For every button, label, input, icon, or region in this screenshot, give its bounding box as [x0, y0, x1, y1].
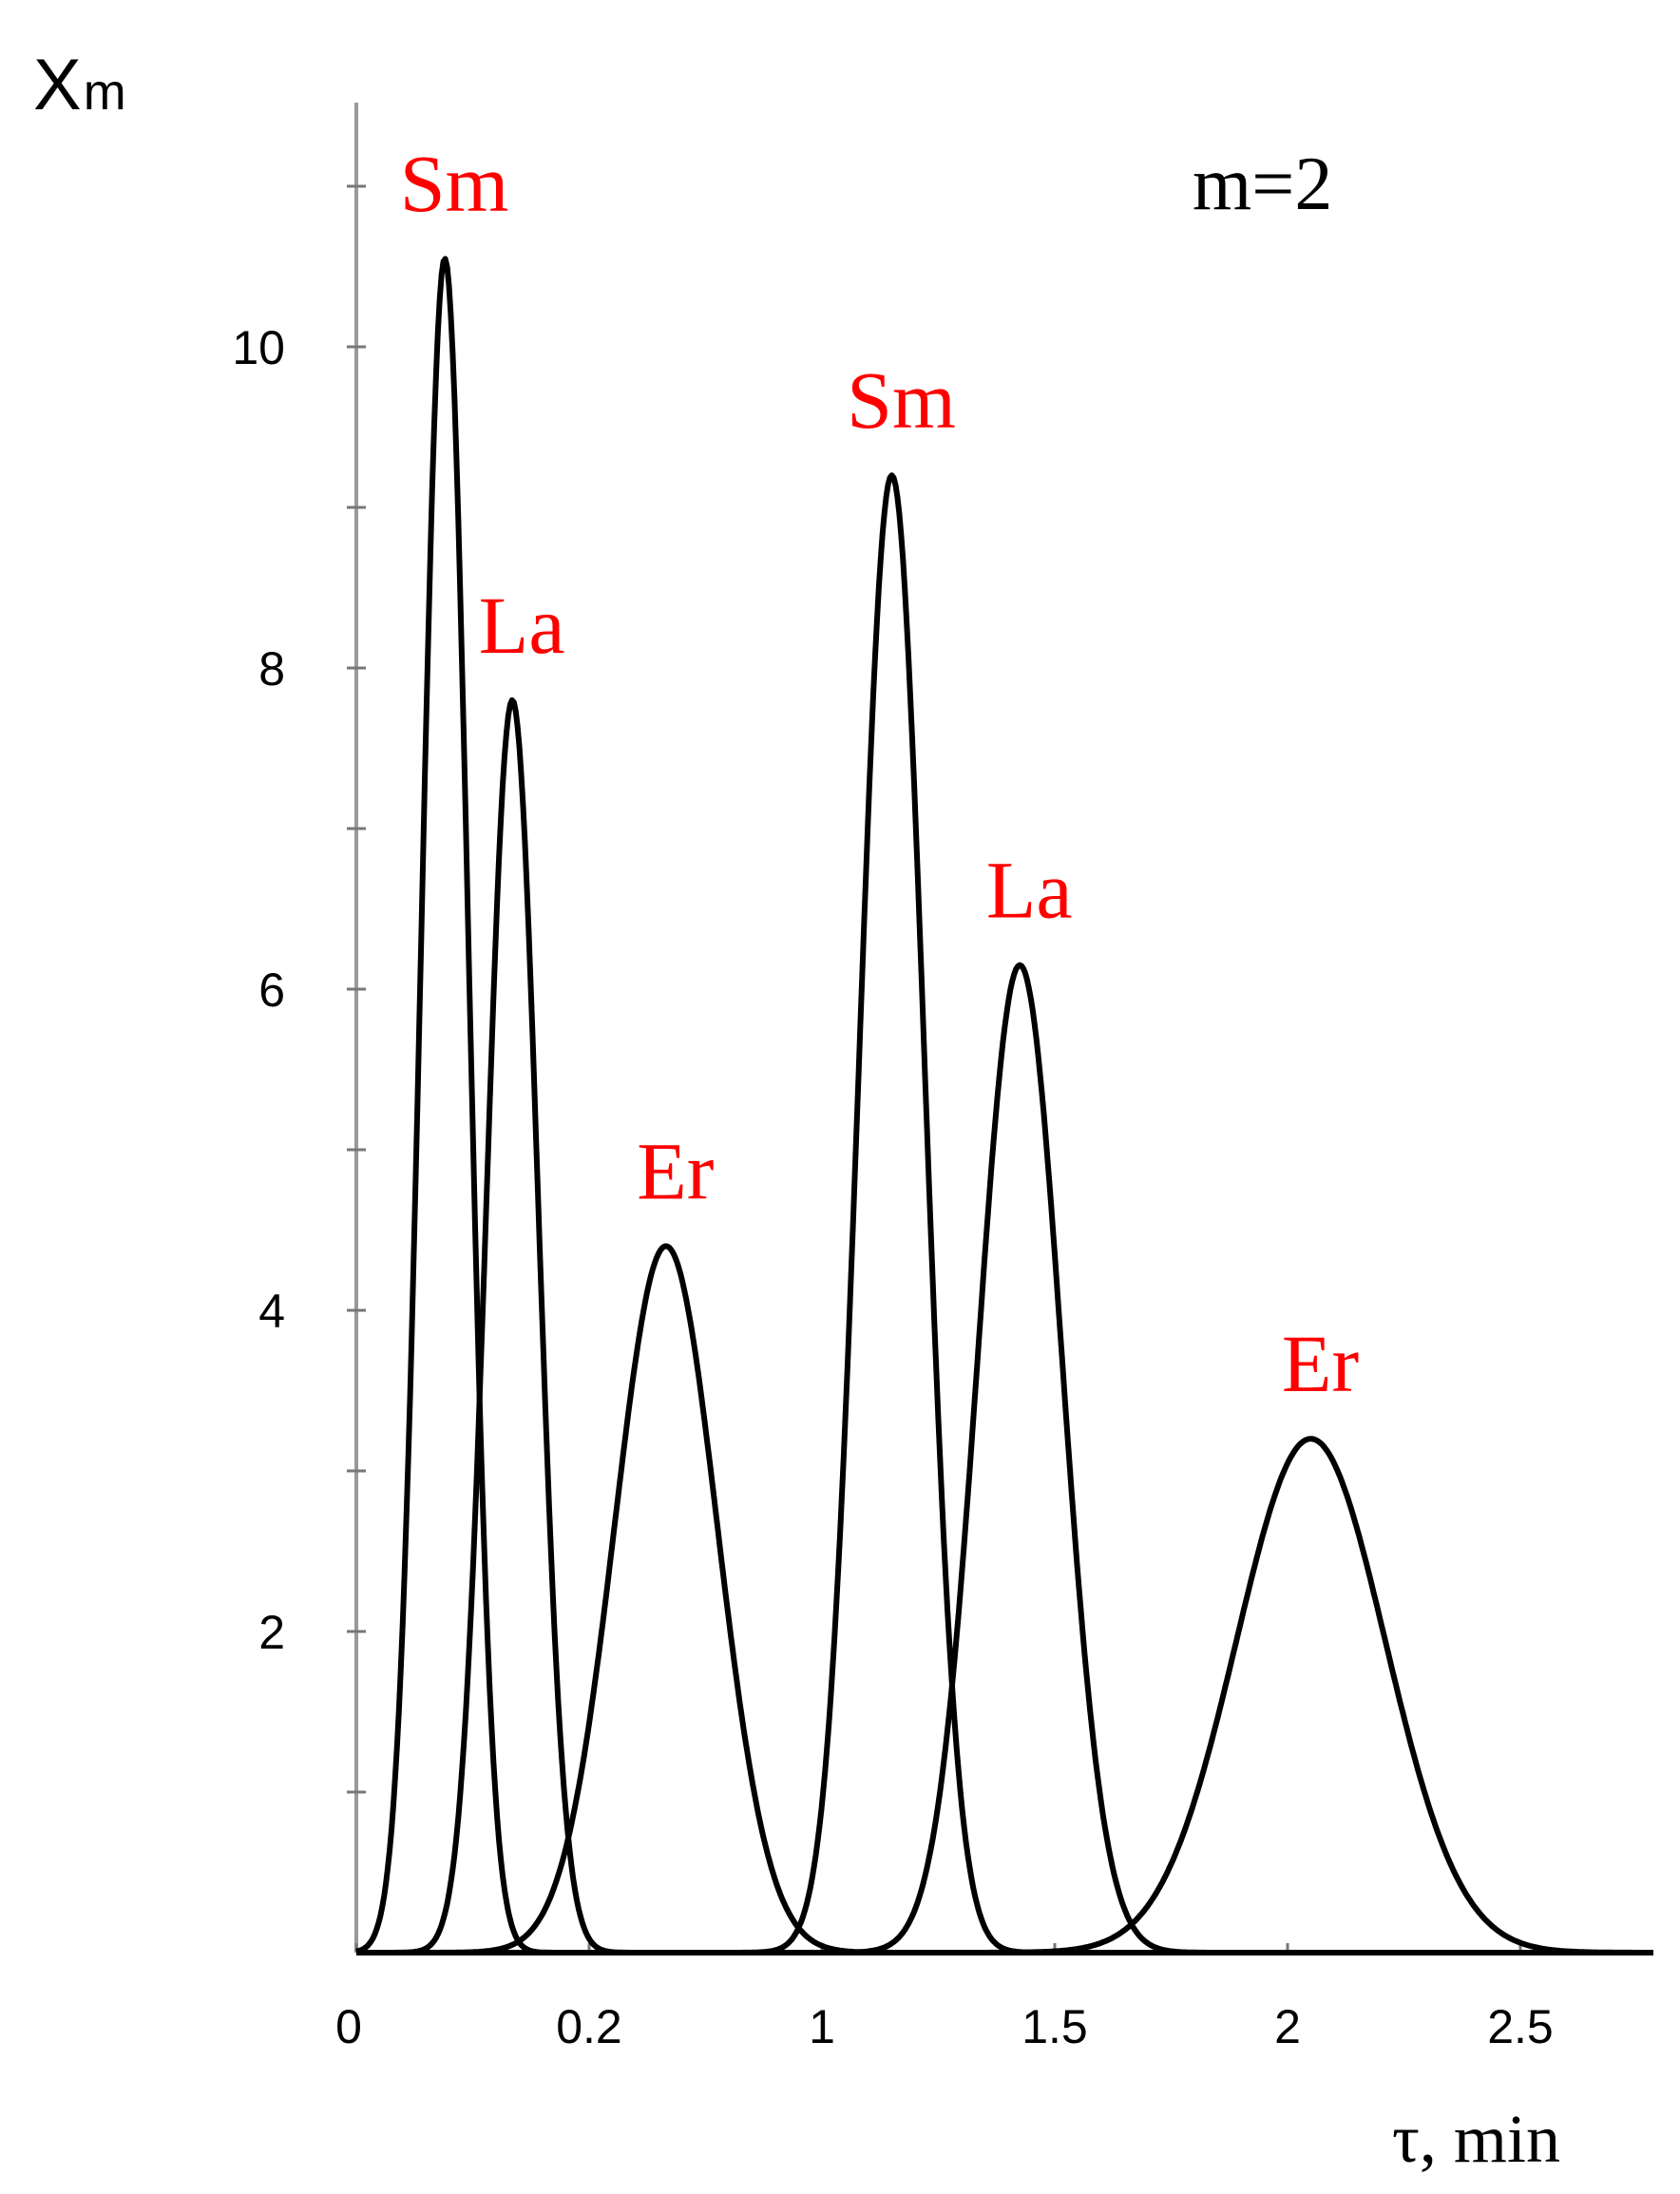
peak-label-er-first: Er	[637, 1125, 714, 1216]
x-tick-label: 0.2	[556, 2000, 622, 2053]
y-axis-title-subscript: m	[84, 64, 126, 121]
x-tick-label: 2	[1274, 2000, 1301, 2053]
y-tick-label: 6	[258, 963, 285, 1017]
x-tick-labels: 0 0.2 1 1.5 2 2.5	[335, 2000, 1554, 2053]
peak-label-la-second: La	[986, 845, 1073, 936]
y-ticks	[347, 184, 366, 1794]
x-tick-label: 0	[335, 2000, 362, 2053]
y-axis-title-main: X	[33, 45, 82, 125]
y-tick-label: 8	[258, 642, 285, 696]
peak-curve-er-second	[354, 1436, 1654, 1956]
y-tick-label: 2	[258, 1606, 285, 1659]
x-tick-label: 2.5	[1487, 2000, 1554, 2053]
y-tick-label: 4	[258, 1285, 285, 1338]
curves	[354, 256, 1654, 1956]
y-tick-label: 10	[232, 321, 285, 374]
y-axis-title: Xm	[33, 45, 126, 125]
x-tick-label: 1.5	[1021, 2000, 1088, 2053]
peak-labels: Sm La Er Sm La Er	[400, 138, 1359, 1409]
x-axis-title: τ, min	[1392, 2101, 1560, 2177]
peak-curve-sm-second	[354, 472, 1654, 1956]
peak-label-la-first: La	[479, 580, 565, 671]
peak-label-sm-second: Sm	[847, 354, 956, 446]
peak-curve-la-second	[354, 962, 1654, 1956]
y-tick-labels: 2 4 6 8 10	[232, 321, 285, 1659]
peak-curve-sm-first	[354, 256, 1654, 1956]
peak-label-er-second: Er	[1282, 1318, 1359, 1409]
peak-label-sm-first: Sm	[400, 138, 509, 229]
x-tick-label: 1	[809, 2000, 835, 2053]
parameter-annotation: m=2	[1193, 143, 1332, 226]
